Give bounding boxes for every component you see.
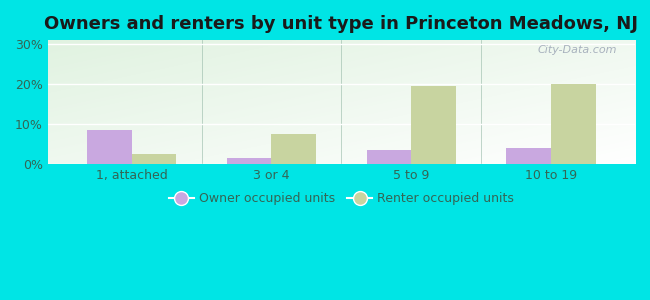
Bar <box>506 148 551 164</box>
Bar <box>411 86 456 164</box>
Bar <box>87 130 132 164</box>
Bar <box>272 134 316 164</box>
Bar <box>132 154 176 164</box>
Legend: Owner occupied units, Renter occupied units: Owner occupied units, Renter occupied un… <box>164 187 519 210</box>
Bar <box>551 84 596 164</box>
Text: City-Data.com: City-Data.com <box>538 45 617 55</box>
Bar <box>367 150 411 164</box>
Bar <box>227 158 272 164</box>
Title: Owners and renters by unit type in Princeton Meadows, NJ: Owners and renters by unit type in Princ… <box>44 15 638 33</box>
